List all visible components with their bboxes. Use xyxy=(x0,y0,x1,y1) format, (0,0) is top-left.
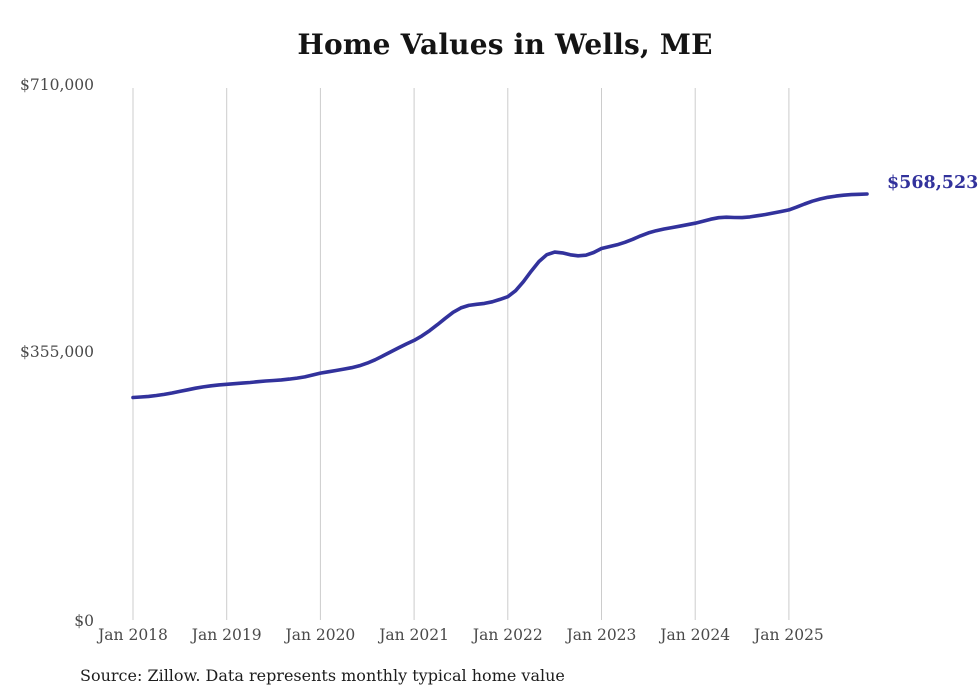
home-value-line xyxy=(131,192,869,400)
source-note: Source: Zillow. Data represents monthly … xyxy=(80,666,565,685)
x-axis-label-jan-2019: Jan 2019 xyxy=(191,626,262,644)
x-axis-label-jan-2022: Jan 2022 xyxy=(472,626,543,644)
x-axis-label-jan-2021: Jan 2021 xyxy=(379,626,449,644)
chart-title: Home Values in Wells, ME xyxy=(297,28,713,61)
x-axis-label-jan-2025: Jan 2025 xyxy=(753,626,824,644)
x-axis-label-jan-2018: Jan 2018 xyxy=(98,626,168,644)
x-axis-label-jan-2023: Jan 2023 xyxy=(566,626,637,644)
y-axis-label-355000: $355,000 xyxy=(20,343,94,361)
x-axis-label-jan-2024: Jan 2024 xyxy=(660,626,731,644)
y-axis-label-0: $0 xyxy=(74,612,94,630)
x-axis-label-jan-2020: Jan 2020 xyxy=(285,626,356,644)
y-axis-label-710000: $710,000 xyxy=(20,76,94,94)
final-value-label: $568,523 xyxy=(887,173,979,193)
